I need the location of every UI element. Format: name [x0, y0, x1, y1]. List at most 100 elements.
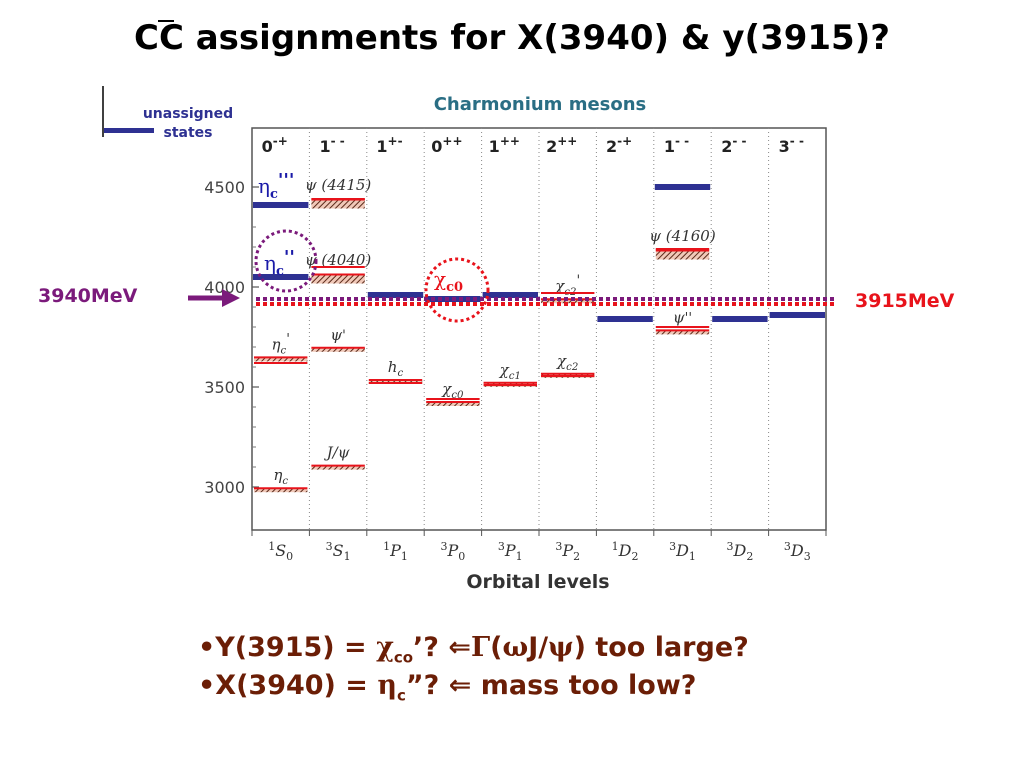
state-label-sub: c — [282, 476, 288, 487]
orbital-label: 1S0 — [268, 540, 293, 563]
overline-mark — [158, 20, 174, 22]
jpc-label: 3- - — [779, 134, 804, 156]
orbital-letter: S — [333, 541, 344, 560]
title-c1: C — [134, 18, 159, 58]
left-arrow-icon: ⇐ — [448, 670, 472, 701]
y-tick-label: 3500 — [204, 378, 245, 397]
jpc-pc: - - — [732, 134, 746, 148]
unassigned-state-bar — [482, 292, 538, 298]
mev-3915-label: 3915MeV — [855, 290, 955, 312]
chi-c0-label: χc0 — [434, 267, 463, 295]
jpc-j: 0 — [262, 137, 273, 156]
eta-c3-main: η — [258, 174, 270, 198]
orbital-letter: D — [675, 541, 689, 560]
eta-c3-sub: c — [270, 187, 278, 202]
orbital-letter: P — [389, 541, 401, 560]
state-label-main: ψ (4040) — [305, 251, 372, 269]
eta-c2-main: η — [264, 251, 276, 275]
known-state-bar — [254, 488, 308, 493]
jpc-j: 2 — [721, 137, 732, 156]
state-label-main: η — [273, 466, 282, 484]
jpc-pc: -+ — [617, 134, 632, 148]
orbital-pre: 3 — [555, 540, 562, 553]
orbital-pre: 3 — [326, 540, 333, 553]
bullet1-lead: •Y(3915) = — [198, 632, 377, 663]
jpc-pc: - - — [790, 134, 804, 148]
cc-bar-symbol: CC — [134, 18, 184, 58]
state-label: J/ψ — [324, 444, 350, 462]
bullet1-tail: ) too large? — [573, 632, 749, 663]
state-label: χc2' — [554, 273, 580, 298]
bullet2-tail: mass too low? — [471, 670, 697, 701]
jpc-j: 2 — [546, 137, 557, 156]
jpc-j: 1 — [376, 137, 387, 156]
eta-c2-circle — [254, 229, 318, 293]
jpc-label: 0-+ — [262, 134, 288, 156]
orbital-sub: 0 — [286, 550, 293, 563]
known-state-bar — [541, 299, 595, 304]
orbital-sub: 3 — [804, 550, 811, 563]
orbital-letter: P — [504, 541, 516, 560]
state-label-sub: c — [280, 345, 286, 356]
state-label: ψ (4160) — [649, 227, 716, 245]
state-label-main: ψ (4415) — [305, 176, 372, 194]
bullet2-subscript: c — [396, 686, 406, 705]
state-label-main: J/ψ — [324, 444, 350, 462]
state-label-main: ψ — [673, 308, 685, 326]
jpc-pc: ++ — [557, 134, 577, 148]
jpc-j: 2 — [606, 137, 617, 156]
state-label-main: χ — [554, 277, 565, 295]
state-label-prime: ' — [576, 273, 580, 289]
orbital-letter: D — [732, 541, 746, 560]
known-state-bar — [311, 199, 365, 209]
mev-3940-label: 3940MeV — [38, 285, 138, 307]
state-label-main: χ — [499, 361, 510, 379]
orbital-sub: 2 — [573, 550, 580, 563]
orbital-letter: D — [618, 541, 632, 560]
eta-c2-label: ηc'' — [264, 247, 295, 279]
jpc-j: 1 — [489, 137, 500, 156]
orbital-label: 3P0 — [441, 540, 466, 563]
jpc-label: 1+- — [376, 134, 402, 156]
jpc-label: 2-+ — [606, 134, 632, 156]
state-label-main: χ — [556, 352, 567, 370]
known-state-bar — [254, 357, 308, 362]
chi-c0-main: χ — [434, 267, 446, 291]
state-label-sub: c2 — [566, 362, 578, 373]
slide-title: CC assignments for X(3940) & y(3915)? — [0, 18, 1024, 58]
unassigned-state-bar — [654, 184, 711, 190]
state-label-main: ψ — [330, 326, 342, 344]
omega-symbol: ω — [502, 632, 529, 663]
state-label-main: ψ (4160) — [649, 227, 716, 245]
jpc-j: 3 — [779, 137, 790, 156]
jpc-label: 1- - — [319, 134, 344, 156]
jpc-pc: - - — [675, 134, 689, 148]
unassigned-state-bar — [769, 312, 825, 318]
orbital-sub: 1 — [689, 550, 696, 563]
known-state-bar — [655, 250, 710, 260]
state-label: ηc — [273, 466, 288, 487]
unassigned-state-bar — [367, 292, 424, 298]
orbital-pre: 3 — [784, 540, 791, 553]
eta-c2-sub: c — [276, 264, 284, 279]
orbital-label: 3D2 — [726, 540, 753, 563]
orbital-pre: 3 — [669, 540, 676, 553]
bullet-y3915: •Y(3915) = χco’? ⇐Γ(ωJ/ψ) too large? — [198, 632, 749, 670]
legend-label: states — [164, 125, 213, 141]
orbital-sub: 2 — [746, 550, 753, 563]
unassigned-state-bar — [712, 316, 768, 322]
jpc-pc: ++ — [500, 134, 520, 148]
jpc-pc: -+ — [273, 134, 288, 148]
orbital-label: 3D3 — [784, 540, 811, 563]
eta-c3-prime: ''' — [278, 170, 295, 191]
state-label: ψ (4040) — [305, 251, 372, 269]
bullet1-j: J/ — [528, 632, 549, 663]
orbital-label: 1D2 — [612, 540, 639, 563]
state-label-main: η — [271, 335, 280, 353]
jpc-j: 1 — [319, 137, 330, 156]
jpc-j: 0 — [431, 137, 442, 156]
bullet2-question: ”? — [405, 670, 449, 701]
jpc-j: 1 — [664, 137, 675, 156]
y-tick-label: 4500 — [204, 178, 245, 197]
state-label: hc — [388, 358, 404, 379]
